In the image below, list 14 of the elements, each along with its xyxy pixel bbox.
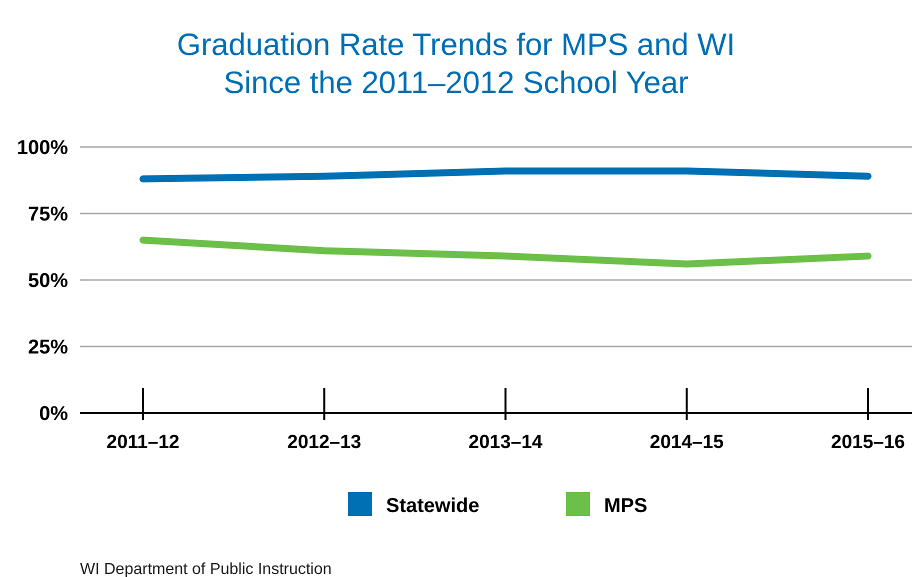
x-tick-label: 2011–12	[106, 432, 180, 453]
x-tick-label: 2015–16	[831, 432, 905, 453]
legend-label: Statewide	[386, 495, 480, 517]
legend-label: MPS	[604, 495, 648, 517]
y-tick-label: 0%	[39, 403, 68, 425]
x-tick-label: 2012–13	[287, 432, 362, 453]
y-tick-label: 25%	[28, 336, 68, 358]
y-tick-label: 100%	[16, 137, 68, 159]
y-tick-label: 75%	[28, 204, 68, 226]
x-tick-label: 2013–14	[468, 432, 543, 453]
chart-title: Graduation Rate Trends for MPS and WI Since the 2011–2012 School Year	[176, 27, 736, 100]
y-tick-label: 50%	[28, 270, 68, 292]
x-tick-label: 2014–15	[650, 432, 724, 453]
text: WI Department of Public Instruction	[80, 561, 332, 577]
